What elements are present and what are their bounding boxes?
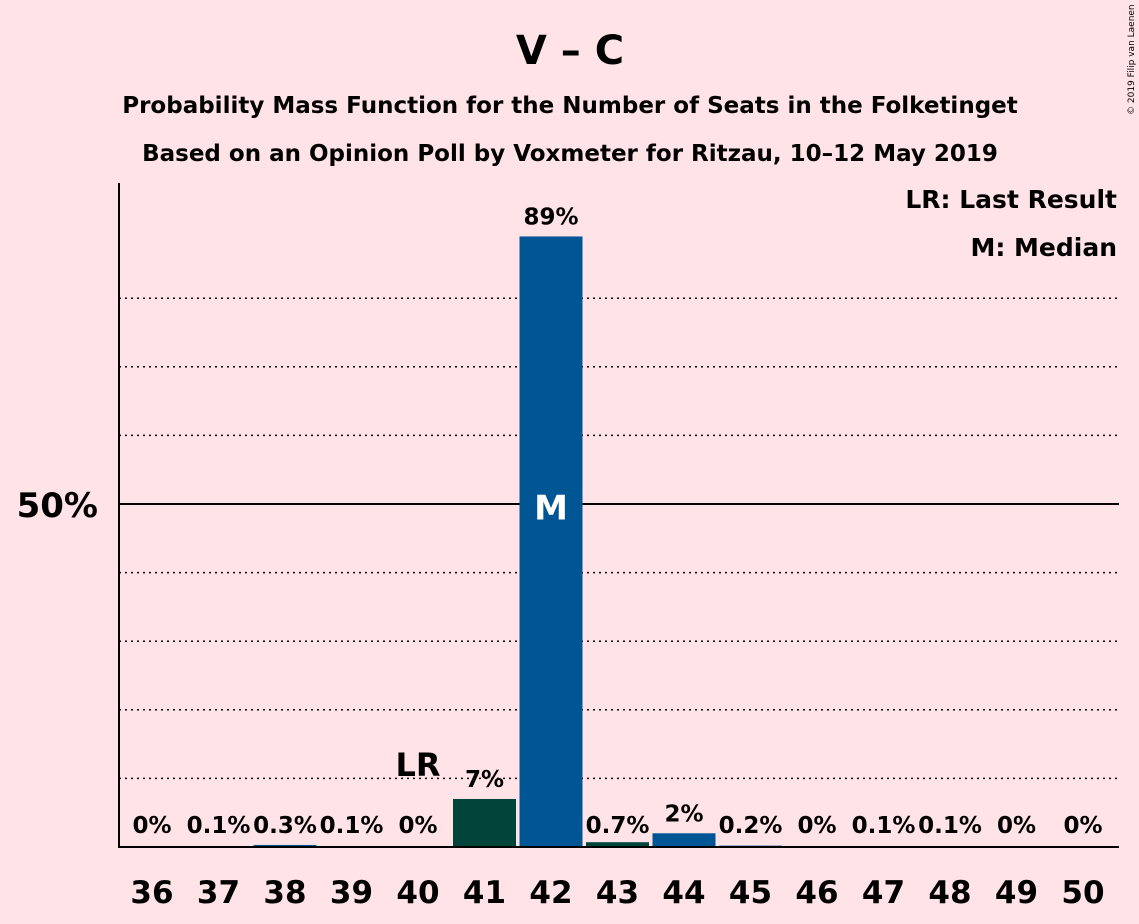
data-label-40: 0% (398, 813, 437, 839)
x-tick-43: 43 (596, 875, 639, 911)
data-label-36: 0% (132, 813, 171, 839)
chart-title: V – C (516, 28, 624, 74)
last-result-marker: LR (395, 746, 440, 784)
y-tick-50: 50% (17, 486, 98, 526)
bar-42 (519, 236, 583, 847)
copyright-text: © 2019 Filip van Laenen (1127, 4, 1137, 115)
x-tick-49: 49 (995, 875, 1038, 911)
data-label-39: 0.1% (320, 813, 384, 839)
x-tick-45: 45 (729, 875, 772, 911)
data-labels: 0% 36 0.1% 37 0.3% 38 0.1% 39 0% 40 LR 7% 41 89% 42 M 0.… (130, 204, 1104, 911)
bar-43 (586, 842, 649, 847)
x-tick-40: 40 (396, 875, 439, 911)
axes: 50% (17, 183, 1119, 848)
chart-subtitle-1: Probability Mass Function for the Number… (122, 93, 1018, 119)
data-label-43: 0.7% (586, 813, 650, 839)
x-tick-41: 41 (463, 875, 506, 911)
data-label-41: 7% (465, 767, 504, 793)
data-label-37: 0.1% (187, 813, 251, 839)
legend-last-result: LR: Last Result (905, 185, 1117, 214)
bar-44 (652, 833, 716, 847)
x-tick-37: 37 (197, 875, 240, 911)
x-tick-42: 42 (529, 875, 572, 911)
x-tick-46: 46 (795, 875, 838, 911)
bars (187, 236, 982, 848)
x-tick-47: 47 (862, 875, 905, 911)
data-label-38: 0.3% (253, 813, 317, 839)
x-tick-44: 44 (662, 875, 705, 911)
x-tick-39: 39 (330, 875, 373, 911)
bar-38 (253, 844, 317, 847)
data-label-47: 0.1% (852, 813, 916, 839)
data-label-49: 0% (997, 813, 1036, 839)
data-label-48: 0.1% (918, 813, 982, 839)
data-label-42: 89% (523, 204, 578, 230)
x-tick-38: 38 (263, 875, 306, 911)
data-label-50: 0% (1063, 813, 1102, 839)
bar-41 (453, 798, 516, 847)
chart-subtitle-2: Based on an Opinion Poll by Voxmeter for… (142, 141, 998, 167)
median-marker: M (534, 489, 568, 529)
data-label-45: 0.2% (719, 813, 783, 839)
data-label-44: 2% (664, 801, 703, 827)
x-tick-48: 48 (928, 875, 971, 911)
x-tick-36: 36 (130, 875, 173, 911)
data-label-46: 0% (797, 813, 836, 839)
legend-median: M: Median (970, 233, 1117, 262)
gridlines (119, 297, 1119, 780)
x-tick-50: 50 (1061, 875, 1104, 911)
